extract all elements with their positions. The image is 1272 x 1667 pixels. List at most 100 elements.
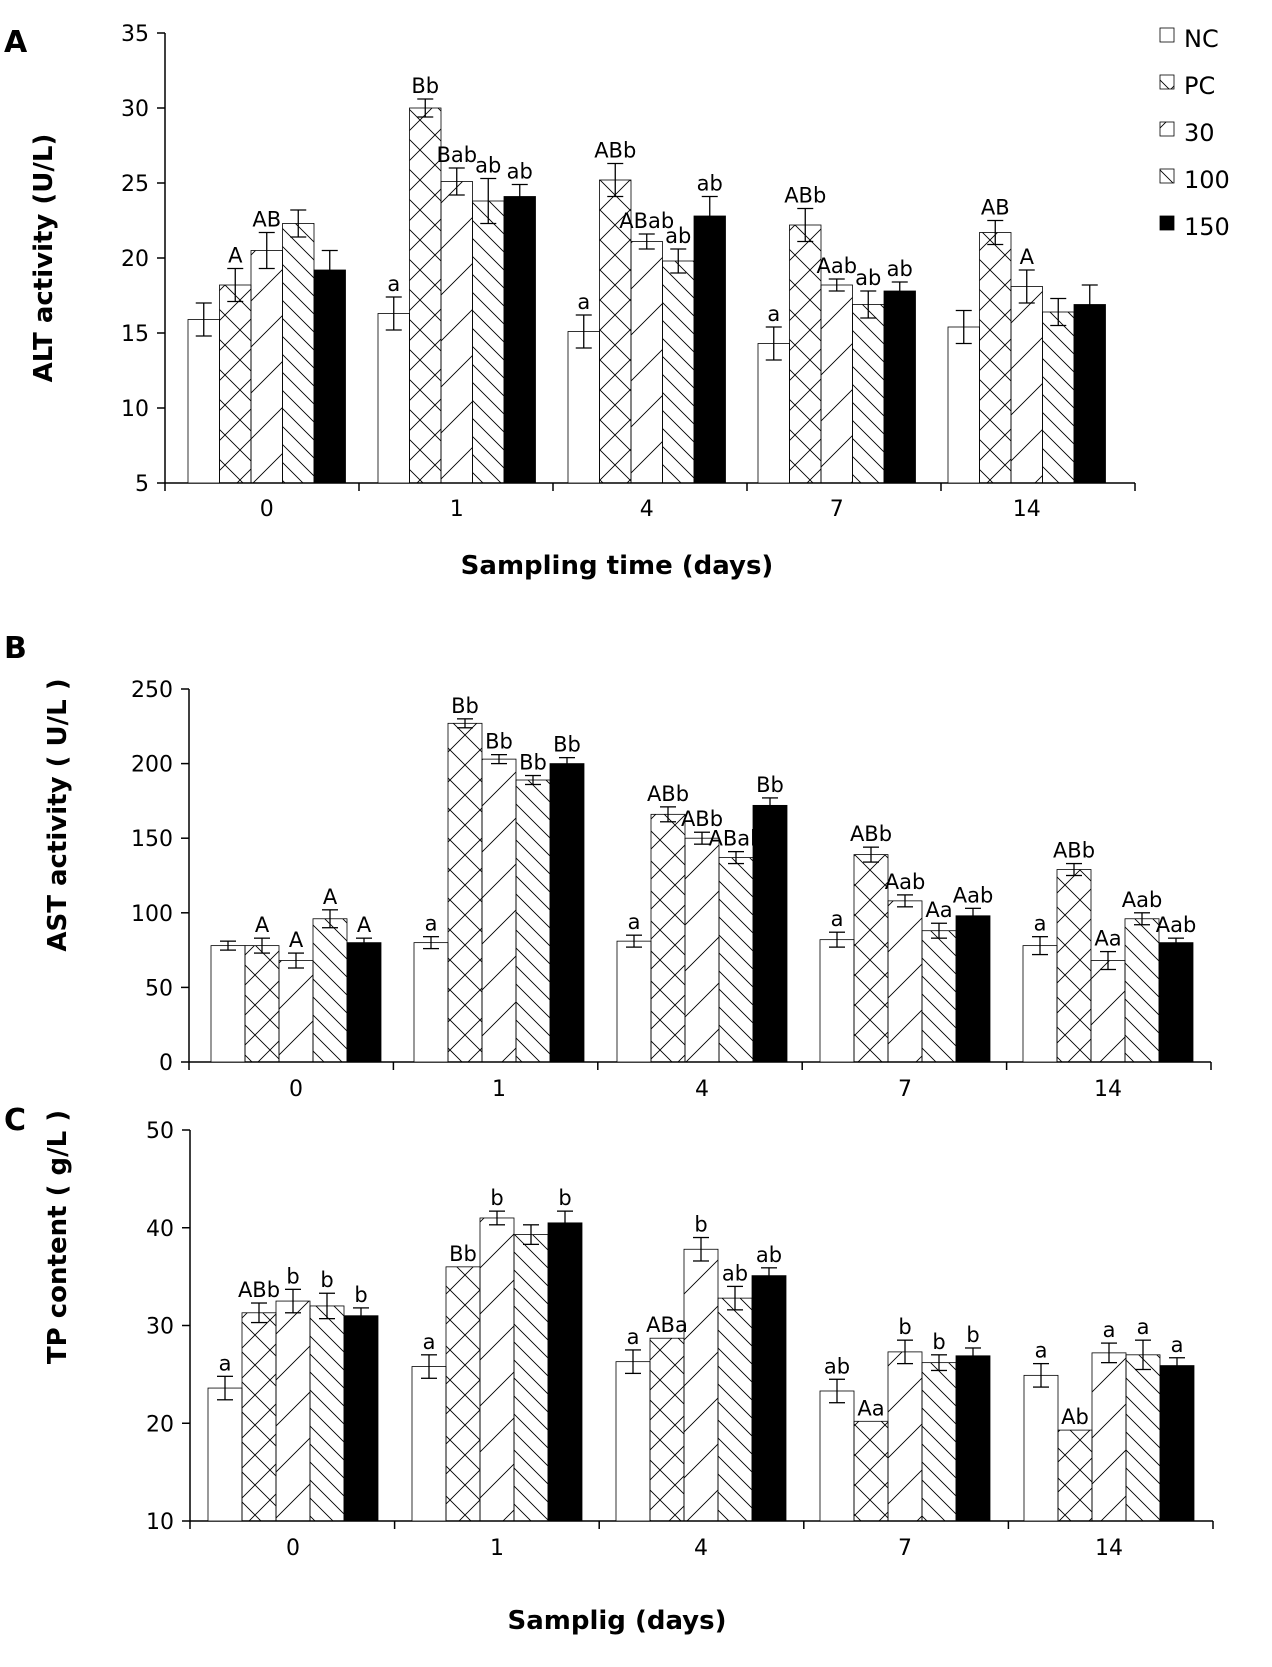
panel-c-y-tick-label: 50 <box>146 1119 174 1144</box>
panel-c-bar-NC-day-4 <box>615 1361 651 1522</box>
panel-a-errorbar-100-day-7 <box>860 290 877 319</box>
panel-a-bar-NC-day-1 <box>377 313 410 484</box>
panel-b-bar-150-day-14 <box>1158 942 1194 1063</box>
panel-c-y-tick-label: 10 <box>146 1510 174 1535</box>
panel-b-sig-label: Bb <box>553 733 581 757</box>
panel-a-errorbar-30-day-7 <box>828 278 845 292</box>
panel-a-errorbar-150-day-1 <box>511 183 528 210</box>
panel-a-sig-label: a <box>577 290 590 314</box>
panel-a-sig-label: ab <box>665 224 691 248</box>
panel-a-sig-label: AB <box>252 208 281 232</box>
panel-a-sig-label: a <box>767 302 780 326</box>
panel-c-bar-30-day-14 <box>1091 1352 1127 1522</box>
panel-a-bar-150-day-0 <box>313 269 346 484</box>
panel-c-x-tick-label: 4 <box>694 1536 708 1561</box>
panel-b-sig-label: Aa <box>1094 927 1121 951</box>
panel-c-errorbar-100-day-4 <box>727 1285 743 1311</box>
panel-c-y-tick-label: 20 <box>146 1412 174 1437</box>
panel-b-bar-30-day-7 <box>887 900 923 1063</box>
panel-b-sig-label: ABb <box>1053 839 1095 863</box>
panel-b-errorbar-NC-day-0 <box>220 940 236 951</box>
panel-b-bar-PC-day-4 <box>650 813 686 1063</box>
panel-c-errorbar-30-day-4 <box>693 1236 709 1262</box>
panel-c-bar-150-day-0 <box>343 1315 379 1522</box>
panel-a-x-tick-label: 7 <box>830 497 844 522</box>
panel-a-bar-30-day-1 <box>440 181 473 484</box>
panel-c-sig-label: a <box>423 1330 436 1354</box>
panel-a-errorbar-150-day-4 <box>701 195 718 237</box>
panel-c-errorbar-30-day-14 <box>1101 1342 1117 1364</box>
panel-a-y-tick-label: 5 <box>135 472 149 497</box>
panel-b-x-tick-label: 0 <box>289 1077 303 1102</box>
panel-b-sig-label: Aab <box>1122 888 1163 912</box>
panel-b-sig-label: A <box>289 928 304 952</box>
panel-c-sig-label: b <box>694 1213 707 1237</box>
panel-c-errorbar-150-day-4 <box>761 1267 777 1285</box>
panel-c-sig-label: ab <box>756 1243 782 1267</box>
panel-a-bar-NC-day-0 <box>187 319 220 484</box>
panel-a-sig-label: ab <box>475 154 501 178</box>
legend-swatch-PC <box>1159 74 1175 90</box>
panel-b-bar-PC-day-0 <box>244 945 280 1063</box>
panel-c-y-tick-label: 40 <box>146 1217 174 1242</box>
panel-a-sig-label: ab <box>887 257 913 281</box>
panel-b-bar-30-day-14 <box>1090 960 1126 1063</box>
panel-a-sig-label: Bab <box>436 143 477 167</box>
panel-c-bar-NC-day-0 <box>207 1387 243 1522</box>
panel-c-bar-PC-day-1 <box>445 1266 481 1522</box>
panel-a-bar-PC-day-7 <box>789 224 822 484</box>
panel-a-y-tick-label: 20 <box>121 247 149 272</box>
panel-c-errorbar-NC-day-7 <box>829 1378 845 1404</box>
panel-c-x-tick-label: 1 <box>490 1536 504 1561</box>
panel-a-errorbar-PC-day-1 <box>417 98 434 118</box>
panel-a-errorbar-30-day-1 <box>448 167 465 196</box>
panel-a-errorbar-150-day-7 <box>891 281 908 301</box>
panel-a-sig-label: A <box>228 244 243 268</box>
panel-c-sig-label: b <box>320 1268 333 1292</box>
panel-c-xlabel: Samplig (days) <box>507 1606 726 1636</box>
panel-b-bar-30-day-0 <box>278 960 314 1063</box>
panel-a-bar-100-day-14 <box>1042 311 1075 484</box>
panel-b-errorbar-PC-day-7 <box>863 846 879 863</box>
panel-b-bar-150-day-0 <box>346 942 382 1063</box>
panel-b-bar-100-day-4 <box>718 857 754 1063</box>
panel-b-bar-NC-day-1 <box>413 942 449 1063</box>
panel-b-sig-label: A <box>255 913 270 937</box>
panel-c-bar-100-day-0 <box>309 1305 345 1522</box>
panel-c-bar-30-day-1 <box>479 1217 515 1522</box>
legend-swatch-NC <box>1159 27 1175 43</box>
panel-c-errorbar-150-day-0 <box>353 1307 369 1325</box>
panel-b-sig-label: a <box>831 907 844 931</box>
panel-a-errorbar-30-day-14 <box>1018 269 1035 304</box>
panel-c-bar-PC-day-14 <box>1057 1429 1093 1522</box>
panel-b-sig-label: Bb <box>756 773 784 797</box>
panel-a-errorbar-PC-day-4 <box>607 162 624 198</box>
panel-letter-a: A <box>4 25 28 60</box>
panel-c-errorbar-NC-day-4 <box>625 1349 641 1375</box>
panel-b-bar-150-day-7 <box>955 915 991 1063</box>
panel-a-bar-PC-day-0 <box>219 284 252 484</box>
panel-c-ylabel: TP content ( g/L ) <box>43 1110 73 1364</box>
panel-b-errorbar-NC-day-7 <box>829 931 845 948</box>
panel-a-bar-PC-day-14 <box>979 232 1012 484</box>
panel-c-bar-100-day-7 <box>921 1362 957 1522</box>
panel-b-plot: 0501001502002500AAAA1aBbBbBbBb4aABbABbAB… <box>131 678 1212 1102</box>
panel-c-sig-label: a <box>219 1351 232 1375</box>
panel-c-bar-PC-day-4 <box>649 1337 685 1522</box>
panel-a-sig-label: ABab <box>619 209 674 233</box>
panel-c-sig-label: b <box>898 1315 911 1339</box>
panel-a-xlabel: Sampling time (days) <box>461 551 774 581</box>
panel-c-sig-label: b <box>558 1186 571 1210</box>
panel-c-errorbar-100-day-7 <box>931 1354 947 1372</box>
panel-b-y-tick-label: 200 <box>131 753 173 778</box>
panel-a-sig-label: ab <box>507 160 533 184</box>
panel-b-errorbar-100-day-4 <box>728 850 744 865</box>
legend-swatch-30 <box>1159 121 1175 137</box>
panel-a-sig-label: ABb <box>784 184 826 208</box>
panel-c-sig-label: a <box>1103 1318 1116 1342</box>
panel-c-errorbar-30-day-0 <box>285 1288 301 1314</box>
panel-c-bar-100-day-1 <box>513 1234 549 1522</box>
panel-a-sig-label: a <box>387 272 400 296</box>
panel-b-sig-label: a <box>628 910 641 934</box>
